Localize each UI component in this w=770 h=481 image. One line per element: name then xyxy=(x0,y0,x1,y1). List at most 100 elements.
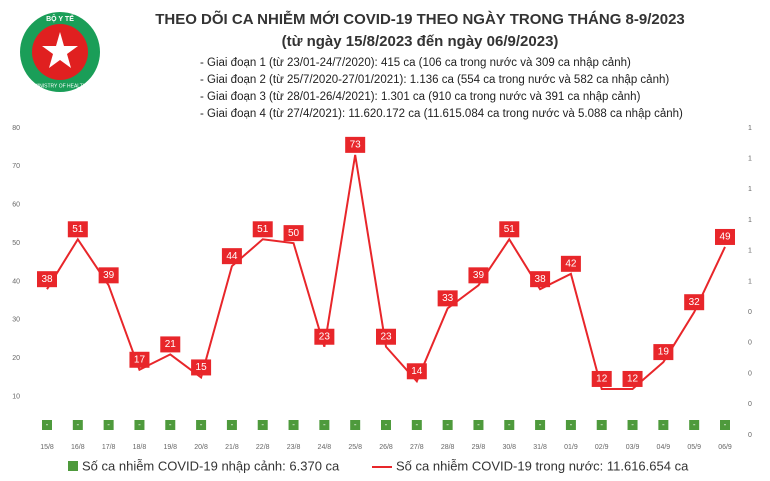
value-box xyxy=(129,351,150,368)
y-tick-label: 40 xyxy=(12,278,20,285)
import-marker xyxy=(196,420,207,430)
value-label: 21 xyxy=(165,339,177,350)
y2-tick-label: 0 xyxy=(748,370,752,377)
y-tick-label: 50 xyxy=(12,240,20,247)
logo-star xyxy=(42,32,78,68)
value-label: 17 xyxy=(134,354,146,365)
value-box xyxy=(67,221,88,238)
import-marker xyxy=(165,420,176,430)
value-box xyxy=(314,328,335,345)
value-label: - xyxy=(46,420,49,429)
value-label: - xyxy=(231,420,234,429)
value-box xyxy=(468,267,489,284)
x-tick-label: 15/8 xyxy=(40,444,54,451)
value-box xyxy=(283,225,304,242)
legend-swatch xyxy=(68,461,78,471)
x-tick-label: 31/8 xyxy=(533,444,547,451)
value-label: 33 xyxy=(442,293,454,304)
value-box xyxy=(653,344,674,361)
x-tick-label: 16/8 xyxy=(71,444,85,451)
annotation: - Giai đoạn 3 (từ 28/01-26/4/2021): 1.30… xyxy=(200,91,641,103)
value-box xyxy=(191,359,212,376)
x-tick-label: 27/8 xyxy=(410,444,424,451)
import-marker xyxy=(535,420,546,430)
y2-tick-label: 0 xyxy=(748,401,752,408)
value-label: - xyxy=(76,420,79,429)
x-tick-label: 06/9 xyxy=(718,444,732,451)
value-label: 23 xyxy=(319,331,331,342)
value-box xyxy=(221,248,242,265)
value-label: 19 xyxy=(658,347,670,358)
value-label: - xyxy=(477,420,480,429)
annotation: - Giai đoạn 2 (từ 25/7/2020-27/01/2021):… xyxy=(200,74,669,86)
import-marker xyxy=(226,420,237,430)
value-label: - xyxy=(724,420,727,429)
import-marker xyxy=(134,420,145,430)
value-box xyxy=(560,255,581,272)
y2-tick-label: 0 xyxy=(748,340,752,347)
value-label: - xyxy=(385,420,388,429)
import-marker xyxy=(319,420,330,430)
import-marker xyxy=(442,420,453,430)
value-box xyxy=(530,271,551,288)
y2-tick-label: 1 xyxy=(748,248,752,255)
y-tick-label: 60 xyxy=(12,202,20,209)
import-marker xyxy=(288,420,299,430)
y2-tick-label: 1 xyxy=(748,217,752,224)
y2-tick-label: 1 xyxy=(748,125,752,132)
import-marker xyxy=(658,420,669,430)
value-label: 14 xyxy=(411,366,423,377)
x-tick-label: 22/8 xyxy=(256,444,270,451)
value-label: 12 xyxy=(627,374,639,385)
chart-title: THEO DÕI CA NHIỄM MỚI COVID-19 THEO NGÀY… xyxy=(155,10,685,28)
value-label: - xyxy=(600,420,603,429)
y2-tick-label: 0 xyxy=(748,432,752,439)
value-label: 39 xyxy=(473,270,485,281)
value-label: 50 xyxy=(288,228,300,239)
value-box xyxy=(37,271,57,288)
x-tick-label: 04/9 xyxy=(657,444,671,451)
import-marker xyxy=(103,420,114,430)
value-label: 51 xyxy=(72,224,84,235)
value-box xyxy=(345,136,366,153)
import-marker xyxy=(596,420,607,430)
x-tick-label: 20/8 xyxy=(194,444,208,451)
y-tick-label: 80 xyxy=(12,125,20,132)
x-tick-label: 18/8 xyxy=(133,444,147,451)
value-label: - xyxy=(693,420,696,429)
value-label: - xyxy=(261,420,264,429)
value-box xyxy=(499,221,520,238)
chart-subtitle: (từ ngày 15/8/2023 đến ngày 06/9/2023) xyxy=(282,33,559,50)
value-box xyxy=(376,328,396,345)
import-marker xyxy=(504,420,515,430)
import-marker xyxy=(627,420,638,430)
y2-tick-label: 1 xyxy=(748,186,752,193)
y-tick-label: 10 xyxy=(12,393,20,400)
import-marker xyxy=(42,420,52,430)
y2-tick-label: 1 xyxy=(748,278,752,285)
value-label: 42 xyxy=(565,258,577,269)
value-label: 38 xyxy=(535,274,547,285)
import-marker xyxy=(473,420,484,430)
x-tick-label: 17/8 xyxy=(102,444,116,451)
value-box xyxy=(437,290,458,307)
x-tick-label: 19/8 xyxy=(163,444,177,451)
value-box xyxy=(252,221,273,238)
value-box xyxy=(160,336,181,353)
value-box xyxy=(622,370,643,387)
value-label: 23 xyxy=(380,331,392,342)
value-label: - xyxy=(200,420,203,429)
value-label: - xyxy=(292,420,295,429)
x-tick-label: 05/9 xyxy=(687,444,701,451)
x-tick-label: 28/8 xyxy=(441,444,455,451)
y-tick-label: 30 xyxy=(12,317,20,324)
value-label: - xyxy=(631,420,634,429)
x-tick-label: 23/8 xyxy=(287,444,301,451)
x-tick-label: 26/8 xyxy=(379,444,393,451)
line xyxy=(46,154,726,390)
import-marker xyxy=(257,420,268,430)
x-tick-label: 25/8 xyxy=(348,444,362,451)
value-label: - xyxy=(138,420,141,429)
value-label: - xyxy=(662,420,665,429)
